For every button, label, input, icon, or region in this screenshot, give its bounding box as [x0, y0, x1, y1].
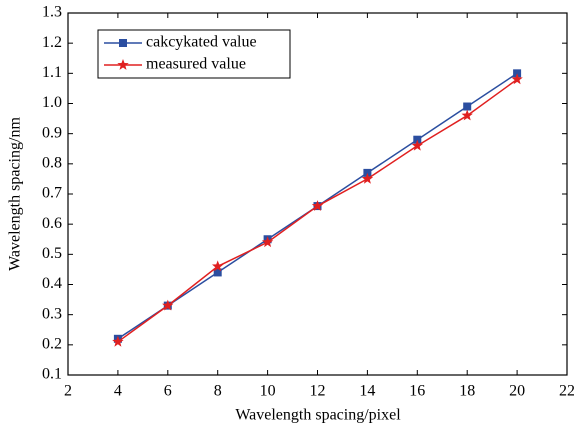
y-tick-label: 0.5 [42, 245, 62, 262]
marker [463, 102, 472, 111]
legend-marker [117, 59, 129, 70]
marker [162, 299, 174, 311]
series-line [117, 78, 518, 343]
x-tick-label: 20 [509, 383, 525, 400]
x-tick-label: 4 [114, 383, 122, 400]
marker [213, 268, 222, 277]
x-tick-label: 12 [310, 383, 326, 400]
marker [461, 109, 473, 121]
marker [212, 260, 224, 272]
marker [261, 236, 274, 248]
y-tick-label: 1.1 [42, 64, 62, 81]
y-tick-label: 1.3 [42, 4, 62, 21]
y-axis-title: Wavelength spacing/nm [7, 117, 24, 271]
y-tick-label: 0.2 [42, 336, 62, 353]
y-tick-label: 0.6 [42, 215, 62, 232]
y-tick-label: 0.7 [42, 185, 62, 202]
y-tick-label: 0.3 [42, 305, 62, 322]
x-tick-label: 22 [559, 383, 574, 400]
x-tick-label: 6 [164, 383, 172, 400]
x-tick-label: 18 [459, 383, 475, 400]
marker [411, 139, 423, 151]
y-tick-label: 0.9 [42, 124, 62, 141]
y-tick-label: 0.1 [42, 366, 62, 383]
marker [363, 168, 372, 177]
x-tick-label: 14 [359, 383, 375, 400]
x-tick-label: 8 [214, 383, 222, 400]
marker [112, 335, 124, 347]
legend-label: measured value [146, 56, 246, 73]
y-tick-label: 0.4 [42, 275, 62, 292]
x-tick-label: 16 [409, 383, 425, 400]
marker [511, 73, 523, 85]
y-tick-label: 0.8 [42, 155, 62, 172]
x-tick-label: 10 [260, 383, 276, 400]
x-tick-label: 2 [64, 383, 72, 400]
marker [361, 172, 374, 184]
y-tick-label: 1.0 [42, 94, 62, 111]
y-tick-label: 1.2 [42, 34, 62, 51]
marker [513, 69, 522, 78]
legend-marker [119, 39, 127, 47]
marker [311, 200, 324, 211]
legend-box [97, 29, 291, 79]
x-axis-title: Wavelength spacing/pixel [235, 407, 401, 424]
legend-label: cakcykated value [146, 34, 257, 51]
